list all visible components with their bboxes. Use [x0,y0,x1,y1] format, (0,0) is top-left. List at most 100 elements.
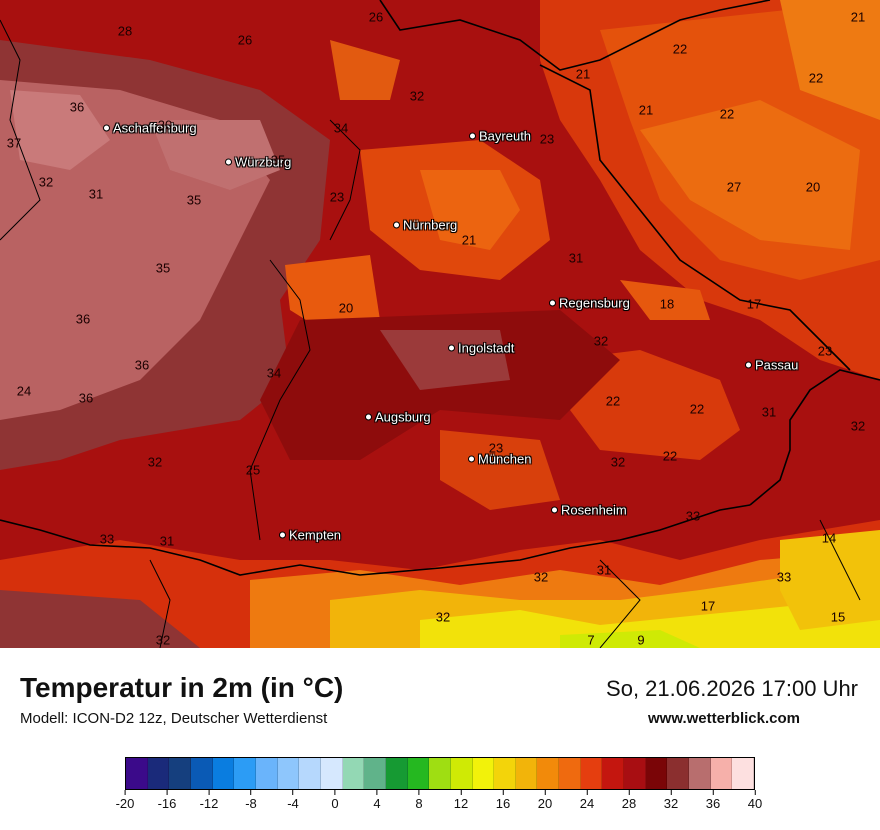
city-marker[interactable]: Augsburg [365,410,431,425]
colorbar-tick: 8 [415,790,423,811]
temperature-value: 9 [637,632,645,648]
city-marker[interactable]: Ingolstadt [448,341,514,356]
temperature-value: 32 [155,632,171,648]
colorbar-tick-label: -12 [199,796,219,811]
temperature-value: 36 [78,390,94,406]
city-label: Regensburg [559,295,630,311]
city-dot-icon [225,158,232,166]
city-dot-icon [448,344,455,352]
temperature-value: 21 [461,232,477,248]
city-marker[interactable]: Regensburg [549,296,630,311]
colorbar-segment [732,758,755,789]
website-link[interactable]: www.wetterblick.com [648,710,800,727]
colorbar-tick-label: -4 [287,796,299,811]
city-marker[interactable]: Bayreuth [469,129,531,144]
city-marker[interactable]: Nürnberg [393,218,457,233]
colorbar-tick-label: 0 [331,796,339,811]
temperature-value: 36 [75,311,91,327]
colorbar-segment [494,758,516,789]
city-dot-icon [279,531,286,539]
temperature-value: 35 [155,260,171,276]
colorbar-tick: -16 [157,790,177,811]
colorbar-segment [450,758,473,789]
city-label: Bayreuth [479,128,532,144]
city-marker[interactable]: Würzburg [225,155,291,170]
temperature-value: 33 [99,531,115,547]
colorbar-segment [126,758,148,789]
map-footer: Temperatur in 2m (in °C) Modell: ICON-D2… [0,648,880,830]
city-marker[interactable]: Aschaffenburg [103,121,197,136]
map-title: Temperatur in 2m (in °C) [20,672,344,703]
temperature-value: 25 [245,462,261,478]
colorbar-tick-label: 24 [579,796,595,811]
temperature-value: 20 [805,179,821,195]
temperature-value: 32 [147,454,163,470]
city-label: Ingolstadt [458,340,515,356]
colorbar-tick-label: 16 [495,796,511,811]
temperature-value: 18 [659,296,675,312]
colorbar-tick-label: 40 [747,796,763,811]
temperature-value: 24 [16,383,32,399]
colorbar-tick-label: 8 [415,796,423,811]
colorbar-tick: -20 [115,790,135,811]
temperature-value: 22 [605,393,621,409]
temperature-value: 15 [830,609,846,625]
temperature-value: 32 [435,609,451,625]
colorbar-tick: 32 [664,790,678,811]
temperature-value: 14 [821,530,837,546]
colorbar-tick: 0 [331,790,339,811]
city-marker[interactable]: München [468,452,531,467]
colorbar-segment [255,758,278,789]
temperature-value: 22 [689,401,705,417]
colorbar-segment [299,758,321,789]
temperature-value: 32 [409,88,425,104]
city-dot-icon [468,455,475,463]
colorbar-segment [385,758,408,789]
temperature-value: 37 [6,135,22,151]
colorbar-tick: -12 [199,790,219,811]
colorbar-segment [147,758,170,789]
colorbar-tick-label: 28 [621,796,637,811]
temperature-value: 26 [237,32,253,48]
colorbar-tick-label: 12 [453,796,469,811]
temperature-value: 33 [776,569,792,585]
colorbar-segment [212,758,235,789]
temperature-value: 20 [338,300,354,316]
city-label: Kempten [289,527,342,543]
temperature-map[interactable]: Aschaffenburg Würzburg Bayreuth Nürnberg Reg… [0,0,880,648]
temperature-value: 35 [270,152,286,168]
temperature-value: 36 [69,99,85,115]
colorbar-tick: -4 [287,790,299,811]
temperature-value: 23 [488,440,504,456]
colorbar-segment [364,758,386,789]
city-marker[interactable]: Passau [745,358,798,373]
city-marker[interactable]: Rosenheim [551,503,627,518]
colorbar-tick-label: 32 [663,796,679,811]
colorbar-tick-label: -16 [157,796,177,811]
temperature-value: 23 [539,131,555,147]
colorbar-segment [689,758,711,789]
model-info: Modell: ICON-D2 12z, Deutscher Wetterdie… [20,710,328,727]
colorbar-segment [320,758,343,789]
temperature-value: 32 [593,333,609,349]
colorbar-tick: 12 [454,790,468,811]
colorbar-tick-label: -20 [115,796,135,811]
temperature-value: 27 [726,179,742,195]
city-label: Nürnberg [403,217,458,233]
temperature-value: 26 [368,9,384,25]
colorbar-tick-label: 36 [705,796,721,811]
colorbar-segment [580,758,603,789]
colorbar-tick-label: -8 [245,796,257,811]
city-dot-icon [745,361,752,369]
temperature-value: 21 [850,9,866,25]
colorbar-segment [710,758,733,789]
temperature-value: 35 [186,192,202,208]
colorbar-tick: -8 [245,790,257,811]
city-marker[interactable]: Kempten [279,528,341,543]
temperature-value: 23 [817,343,833,359]
city-dot-icon [103,124,110,132]
colorbar-tick: 36 [706,790,720,811]
colorbar-segment [342,758,365,789]
colorbar-segment [234,758,256,789]
city-label: Rosenheim [561,502,627,518]
